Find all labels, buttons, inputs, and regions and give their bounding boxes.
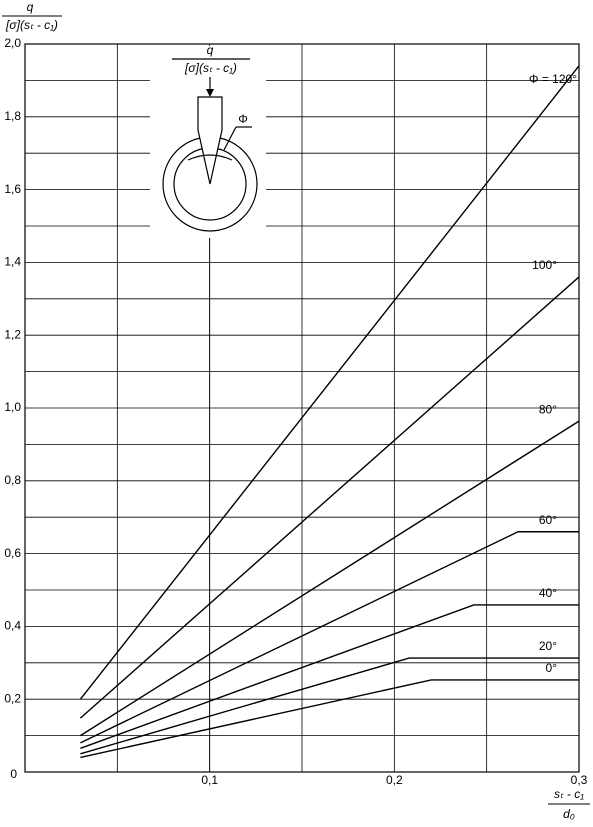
series-label: 100° [532,258,557,272]
y-tick-label: 1,0 [4,400,21,414]
inset-angle-label: Φ [238,112,248,126]
y-tick-label: 1,4 [4,255,21,269]
plot-frame [24,43,580,773]
y-label-numerator: q [27,0,34,14]
series-label: Φ = 120° [529,72,577,86]
series-line [80,657,579,755]
y-tick-label: 0,6 [4,546,21,560]
inset-numerator: q [207,43,214,57]
y-tick-label: 0,4 [4,619,21,633]
x-label-denominator: d₀ [563,807,575,821]
series-line [80,679,579,759]
series-line [79,276,580,719]
inset-denominator: [σ](sₜ - c₁) [184,61,237,75]
series-label: 80° [539,402,557,416]
x-tick-label: 0,3 [571,773,588,787]
series-label: 20° [539,639,557,653]
series-label: 0° [546,661,558,675]
y-tick-label: 1,6 [4,182,21,196]
x-tick-label: 0,2 [386,773,403,787]
x-tick-label: 0,1 [201,773,218,787]
y-label-denominator: [σ](sₜ - c₁) [5,18,58,32]
series-line [79,65,580,700]
inset-arrowhead [206,89,214,97]
inset-angle-arc [187,154,233,161]
series-label: 60° [539,513,557,527]
y-tick-label: 0 [10,767,17,781]
inset-angle-leader [223,126,237,151]
series-line [80,531,579,744]
series-label: 40° [539,586,557,600]
x-label-numerator: sₜ - c₁ [554,787,584,801]
y-tick-label: 0,8 [4,473,21,487]
inset-wedge [197,96,223,185]
series-line [80,420,580,737]
y-tick-label: 1,8 [4,109,21,123]
y-tick-label: 0,2 [4,691,21,705]
y-tick-label: 1,2 [4,327,21,341]
y-tick-label: 2,0 [4,36,21,50]
series-line [80,604,579,749]
